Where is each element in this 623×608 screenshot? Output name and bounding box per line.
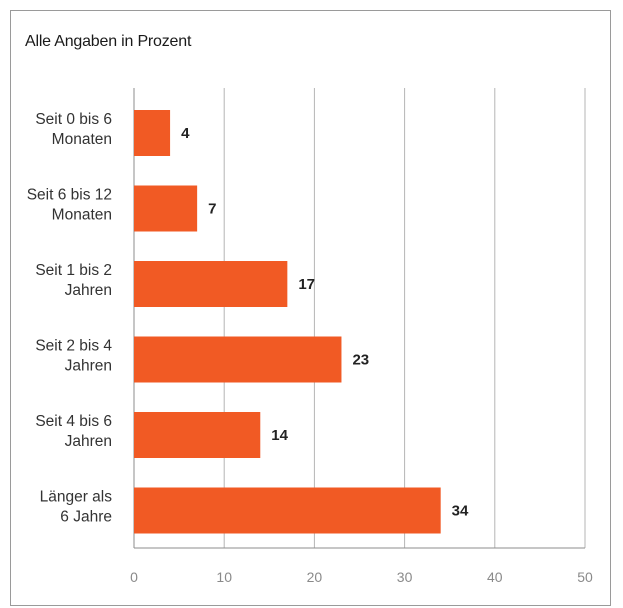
chart-subtitle: Alle Angaben in Prozent xyxy=(25,33,192,50)
category-label: Länger als 6 Jahre xyxy=(40,489,113,526)
x-tick-label: 20 xyxy=(307,569,323,585)
category-label: Seit 1 bis 2 Jahren xyxy=(35,262,112,299)
bar xyxy=(134,487,441,534)
data-label: 7 xyxy=(208,201,216,218)
data-label: 23 xyxy=(352,352,369,369)
bar xyxy=(134,336,342,383)
x-tick-label: 40 xyxy=(487,569,503,585)
data-label: 34 xyxy=(452,503,469,520)
x-tick-label: 50 xyxy=(577,569,593,585)
x-tick-label: 10 xyxy=(216,569,232,585)
bar xyxy=(134,412,261,458)
x-tick-label: 30 xyxy=(397,569,413,585)
bar xyxy=(134,185,198,232)
data-label: 17 xyxy=(298,276,315,293)
category-label: Seit 0 bis 6 Monaten xyxy=(35,111,112,148)
data-label: 4 xyxy=(181,125,190,142)
category-label: Seit 6 bis 12 Monaten xyxy=(27,187,112,224)
bar xyxy=(134,110,171,156)
data-label: 14 xyxy=(271,427,288,444)
category-label: Seit 4 bis 6 Jahren xyxy=(35,413,112,450)
x-tick-label: 0 xyxy=(130,569,138,585)
category-label: Seit 2 bis 4 Jahren xyxy=(35,338,112,375)
bar xyxy=(134,261,288,307)
